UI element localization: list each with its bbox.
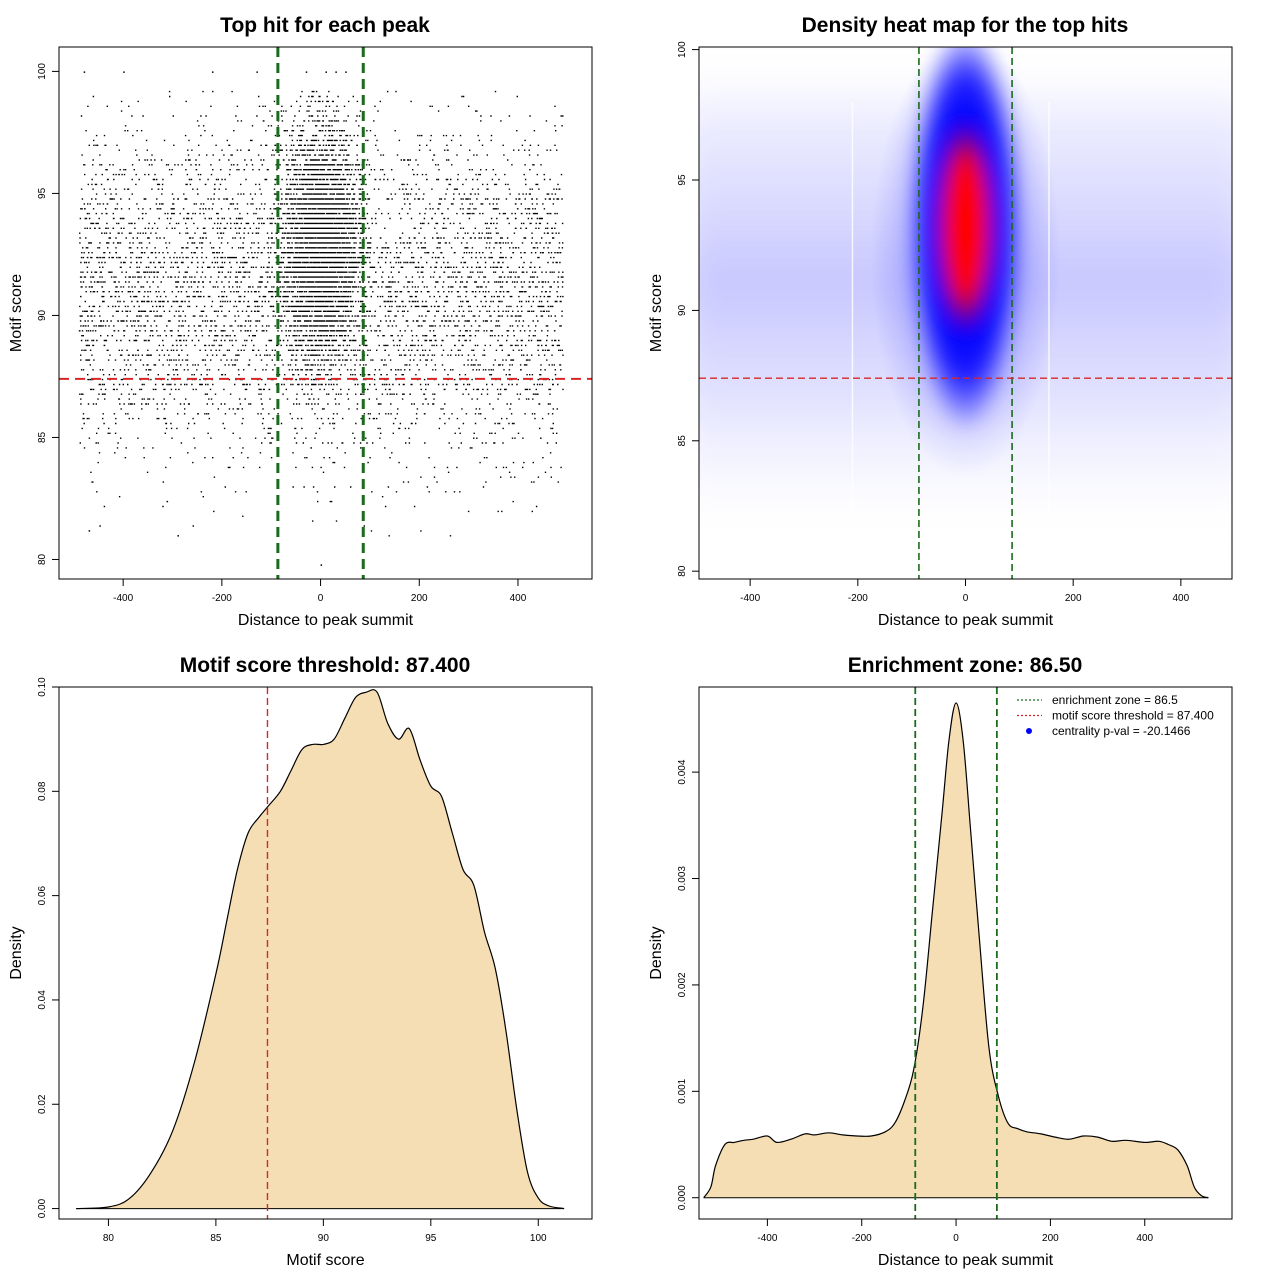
x-tick-label: 200 xyxy=(1065,593,1082,604)
y-tick-label: 0.003 xyxy=(677,866,688,891)
plot-title: Top hit for each peak xyxy=(220,14,430,37)
chart-heatmap: Density heat map for the top hits Distanc… xyxy=(648,14,1233,629)
x-tick-label: 200 xyxy=(1042,1233,1059,1244)
y-tick-label: 95 xyxy=(677,174,688,186)
y-tick-label: 90 xyxy=(677,304,688,316)
density-area xyxy=(76,689,565,1209)
legend-label: motif score threshold = 87.400 xyxy=(1052,709,1214,723)
x-tick-label: -400 xyxy=(113,593,133,604)
y-tick-label: 0.02 xyxy=(37,1094,48,1114)
density-curve xyxy=(76,689,565,1210)
scatter-point xyxy=(305,71,308,73)
x-tick-label: -400 xyxy=(740,593,760,604)
y-tick-label: 95 xyxy=(37,187,48,199)
y-tick-label: 100 xyxy=(37,63,48,80)
scatter-point xyxy=(83,71,86,73)
heatmap-core xyxy=(909,47,1022,432)
x-tick-label: 400 xyxy=(1136,1233,1153,1244)
x-tick-label: 80 xyxy=(103,1233,115,1244)
x-tick-label: 95 xyxy=(425,1233,437,1244)
legend-label: enrichment zone = 86.5 xyxy=(1052,693,1178,707)
x-tick-label: -400 xyxy=(757,1233,777,1244)
x-axis-label: Motif score xyxy=(286,1252,364,1269)
scatter-point xyxy=(335,71,337,73)
y-tick-label: 0.06 xyxy=(37,885,48,905)
y-tick-label: 85 xyxy=(37,431,48,443)
y-axis-label: Motif score xyxy=(648,274,665,352)
x-tick-label: 90 xyxy=(318,1233,330,1244)
scatter-point xyxy=(177,535,179,537)
scatter-point xyxy=(320,564,323,566)
plot-title: Enrichment zone: 86.50 xyxy=(848,654,1083,677)
legend: enrichment zone = 86.5 motif score thresh… xyxy=(1017,693,1214,738)
legend-point-symbol xyxy=(1026,728,1032,734)
scatter-point xyxy=(88,530,91,532)
x-tick-label: -200 xyxy=(212,593,232,604)
plot-title: Motif score threshold: 87.400 xyxy=(180,654,471,677)
x-axis-label: Distance to peak summit xyxy=(878,612,1054,629)
y-tick-label: 0.10 xyxy=(37,677,48,697)
heatmap-core-group xyxy=(909,47,1022,432)
scatter-point xyxy=(256,71,258,73)
x-tick-label: 0 xyxy=(953,1233,959,1244)
scatter-point xyxy=(123,71,125,73)
scatter-point xyxy=(211,71,214,73)
chart-score_density: Motif score threshold: 87.400 Motif score… xyxy=(8,654,593,1269)
y-tick-label: 0.001 xyxy=(677,1078,688,1103)
x-axis-label: Distance to peak summit xyxy=(878,1252,1054,1269)
y-tick-label: 100 xyxy=(677,41,688,58)
y-tick-label: 0.08 xyxy=(37,781,48,801)
x-tick-label: -200 xyxy=(848,593,868,604)
heatmap-density xyxy=(699,47,1232,579)
scatter-point xyxy=(325,71,327,73)
y-tick-label: 85 xyxy=(677,435,688,447)
y-tick-label: 0.04 xyxy=(37,990,48,1010)
x-tick-label: -200 xyxy=(852,1233,872,1244)
y-tick-label: 80 xyxy=(677,565,688,577)
plot-frame xyxy=(58,686,593,1220)
y-tick-label: 80 xyxy=(37,553,48,565)
plot-frame xyxy=(58,46,593,580)
x-tick-label: 0 xyxy=(318,593,324,604)
y-tick-label: 0.00 xyxy=(37,1198,48,1218)
scatter-points xyxy=(78,71,564,566)
scatter-point-cloud xyxy=(78,90,564,537)
x-tick-label: 85 xyxy=(210,1233,222,1244)
y-axis-label: Density xyxy=(8,926,25,979)
y-tick-label: 0.004 xyxy=(677,759,688,784)
plot-frame xyxy=(698,686,1233,1220)
chart-scatter: Top hit for each peak Distance to peak su… xyxy=(8,14,593,629)
y-tick-label: 0.002 xyxy=(677,972,688,997)
x-axis-label: Distance to peak summit xyxy=(238,612,414,629)
plot-title: Density heat map for the top hits xyxy=(802,14,1129,37)
y-tick-label: 0.000 xyxy=(677,1185,688,1210)
density-curve xyxy=(703,702,1209,1199)
x-tick-label: 400 xyxy=(1173,593,1190,604)
x-tick-label: 100 xyxy=(530,1233,547,1244)
y-axis-label: Density xyxy=(648,926,665,979)
y-axis-label: Motif score xyxy=(8,274,25,352)
x-tick-label: 0 xyxy=(963,593,969,604)
y-tick-label: 90 xyxy=(37,309,48,321)
chart-distance_density: enrichment zone = 86.5 motif score thresh… xyxy=(648,654,1233,1269)
x-tick-label: 200 xyxy=(411,593,428,604)
legend-label: centrality p-val = -20.1466 xyxy=(1052,724,1191,738)
x-tick-label: 400 xyxy=(510,593,527,604)
density-area xyxy=(703,703,1209,1198)
scatter-point xyxy=(345,71,347,73)
